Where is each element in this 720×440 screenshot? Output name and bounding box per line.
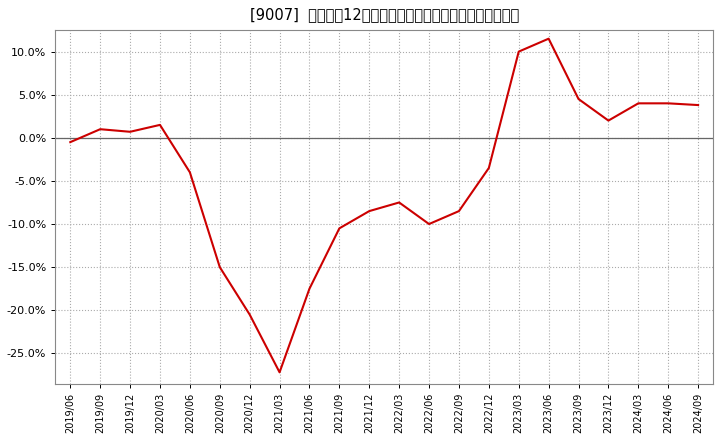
Title: [9007]  売上高の12か月移動合計の対前年同期増減率の推移: [9007] 売上高の12か月移動合計の対前年同期増減率の推移 <box>250 7 519 22</box>
